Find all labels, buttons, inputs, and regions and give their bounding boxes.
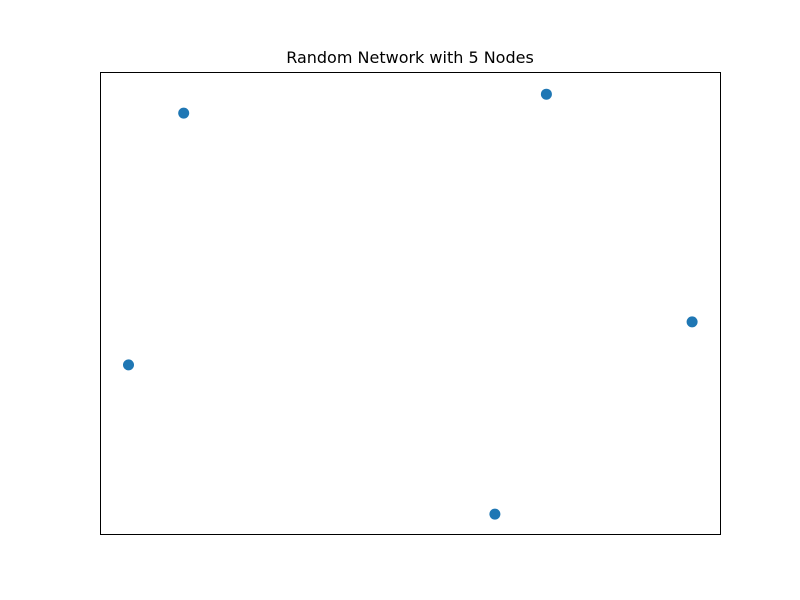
network-node-5 — [489, 508, 501, 520]
network-node-1 — [178, 107, 190, 119]
network-node-3 — [686, 316, 698, 328]
chart-title: Random Network with 5 Nodes — [286, 48, 534, 67]
network-node-4 — [123, 359, 134, 371]
network-node-2 — [540, 88, 552, 100]
data-points — [123, 88, 698, 520]
plot-frame — [100, 72, 721, 535]
